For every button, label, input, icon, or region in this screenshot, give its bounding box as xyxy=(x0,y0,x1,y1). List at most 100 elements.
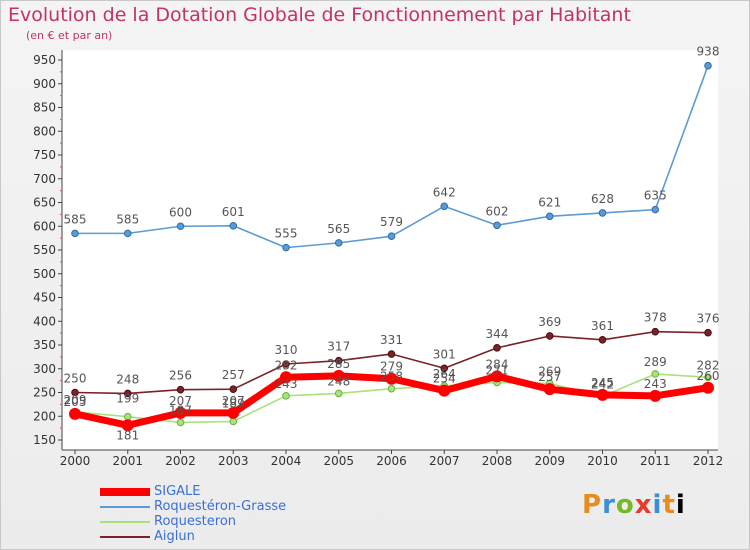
data-label: 642 xyxy=(433,185,456,199)
y-tick-label: 200 xyxy=(33,409,56,423)
data-label: 279 xyxy=(380,360,403,374)
data-point xyxy=(704,61,712,70)
data-point xyxy=(493,344,501,352)
data-point xyxy=(229,417,238,426)
data-point xyxy=(649,389,662,402)
data-label: 256 xyxy=(169,369,192,383)
y-tick-label: 700 xyxy=(33,172,56,186)
data-point xyxy=(176,385,185,394)
x-tick-label: 2006 xyxy=(376,454,407,468)
legend-label: SIGALE xyxy=(154,484,201,499)
y-tick-label: 650 xyxy=(33,196,56,210)
data-label: 250 xyxy=(64,372,87,386)
data-point xyxy=(545,212,554,221)
data-label: 310 xyxy=(275,343,298,357)
data-point xyxy=(282,392,290,400)
y-tick-label: 950 xyxy=(33,53,56,67)
data-point xyxy=(702,381,714,394)
x-tick-label: 2005 xyxy=(323,454,354,468)
legend-swatch-aiglun xyxy=(100,536,150,538)
data-point xyxy=(491,370,503,383)
data-label: 289 xyxy=(644,355,667,369)
data-point xyxy=(651,205,660,214)
data-point xyxy=(282,360,290,368)
x-tick-label: 2002 xyxy=(165,454,196,468)
data-label: 207 xyxy=(222,394,245,408)
data-point xyxy=(332,369,345,382)
data-label: 254 xyxy=(433,372,456,386)
y-tick-label: 900 xyxy=(33,77,56,91)
data-point xyxy=(123,229,132,238)
data-label: 378 xyxy=(644,311,667,325)
data-label: 602 xyxy=(486,204,509,218)
data-label: 209 xyxy=(64,393,87,407)
data-point xyxy=(704,373,712,382)
data-label: 199 xyxy=(116,392,139,406)
data-label: 248 xyxy=(327,374,350,388)
data-label: 260 xyxy=(697,369,720,383)
data-label: 938 xyxy=(697,45,720,59)
data-point xyxy=(596,388,609,401)
data-label: 285 xyxy=(327,357,350,371)
data-label: 284 xyxy=(486,357,509,371)
data-label: 565 xyxy=(327,222,350,236)
y-tick-label: 750 xyxy=(33,148,56,162)
data-label: 269 xyxy=(538,364,561,378)
legend-label: Aiglun xyxy=(154,529,195,544)
chart-title: Evolution de la Dotation Globale de Fonc… xyxy=(8,4,631,26)
data-label: 257 xyxy=(222,368,245,382)
data-label: 628 xyxy=(591,192,614,206)
data-label: 376 xyxy=(697,312,720,326)
data-point xyxy=(545,332,554,340)
data-point xyxy=(387,232,396,241)
data-point xyxy=(334,239,343,247)
data-label: 301 xyxy=(433,347,456,361)
y-tick-label: 300 xyxy=(33,362,56,376)
data-point xyxy=(334,356,343,365)
data-point xyxy=(385,372,398,385)
x-tick-label: 2000 xyxy=(60,454,91,468)
data-label: 264 xyxy=(433,367,456,381)
data-point xyxy=(651,370,660,378)
data-label: 635 xyxy=(644,189,667,203)
x-tick-label: 2007 xyxy=(429,454,460,468)
data-point xyxy=(438,384,451,397)
data-point xyxy=(176,222,185,231)
data-point xyxy=(598,335,607,344)
y-tick-label: 400 xyxy=(33,314,56,328)
x-tick-label: 2001 xyxy=(112,454,143,468)
data-label: 585 xyxy=(64,212,87,226)
data-point xyxy=(334,389,343,398)
data-point xyxy=(280,371,292,384)
data-label: 207 xyxy=(169,394,192,408)
x-tick-label: 2010 xyxy=(587,454,618,468)
data-label: 258 xyxy=(380,370,403,384)
y-tick-label: 450 xyxy=(33,291,56,305)
data-point xyxy=(440,202,449,211)
x-tick-label: 2004 xyxy=(271,454,302,468)
y-tick-label: 150 xyxy=(33,433,56,447)
data-label: 601 xyxy=(222,205,245,219)
data-label: 369 xyxy=(538,315,561,329)
data-label: 331 xyxy=(380,333,403,347)
data-label: 187 xyxy=(169,403,192,417)
x-tick-label: 2008 xyxy=(482,454,513,468)
data-point xyxy=(176,418,185,427)
data-point xyxy=(440,364,449,373)
y-tick-label: 850 xyxy=(33,101,56,115)
data-label: 621 xyxy=(538,195,561,209)
data-label: 181 xyxy=(116,428,139,442)
data-point xyxy=(227,406,240,419)
y-tick-label: 350 xyxy=(33,338,56,352)
data-point xyxy=(651,327,660,336)
x-tick-label: 2012 xyxy=(693,454,724,468)
data-label: 271 xyxy=(486,364,509,378)
y-tick-label: 500 xyxy=(33,267,56,281)
legend-swatch-sigale xyxy=(100,488,150,496)
data-point xyxy=(543,383,556,396)
data-label: 242 xyxy=(591,377,614,391)
data-label: 248 xyxy=(116,372,139,386)
data-label: 245 xyxy=(591,376,614,390)
data-point xyxy=(229,221,238,230)
